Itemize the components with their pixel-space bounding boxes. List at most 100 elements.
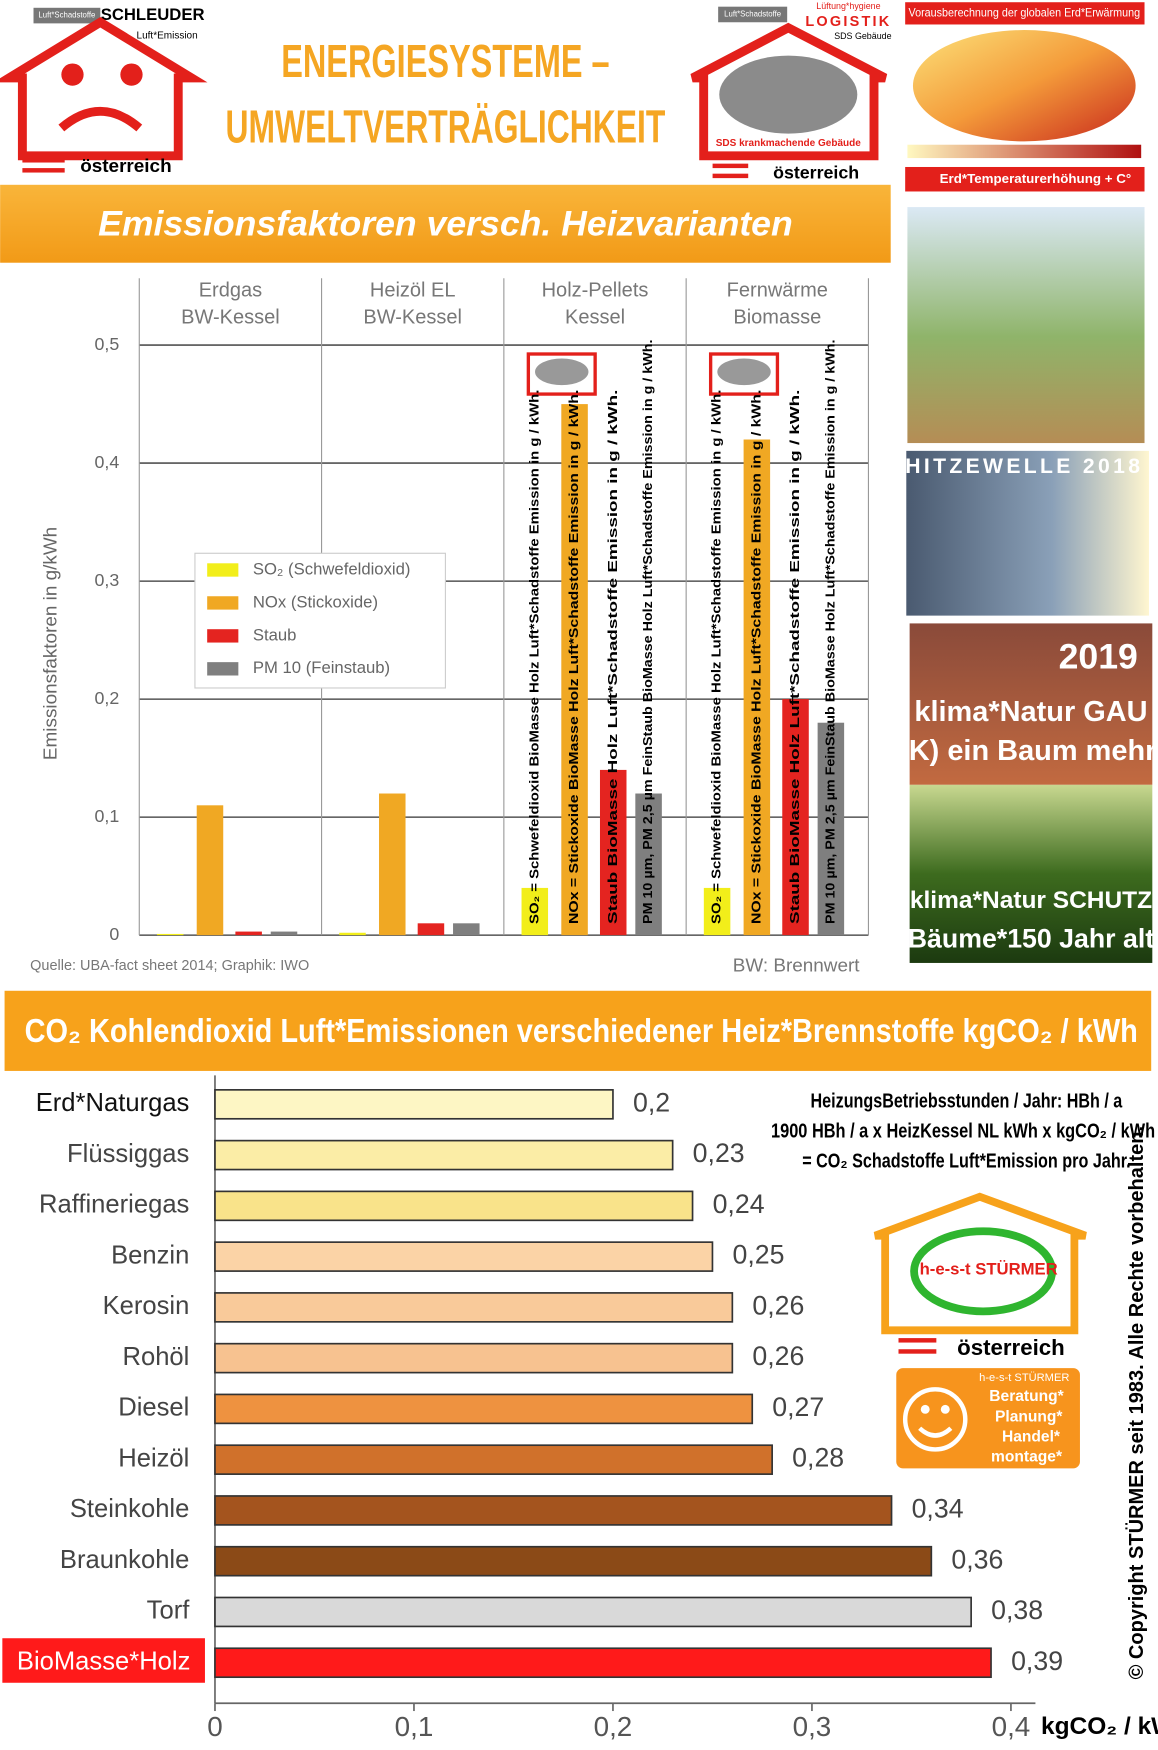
- category-label: Torf: [147, 1597, 191, 1625]
- bar-note: PM 10 µm, PM 2,5 µm FeinStaub BioMasse H…: [640, 340, 655, 924]
- logo-flag: [898, 1349, 937, 1354]
- value-label: 0,26: [752, 1290, 804, 1320]
- bar: [635, 793, 662, 936]
- bar: [214, 1596, 972, 1628]
- value-label: 0,27: [772, 1392, 824, 1422]
- value-label: 0,28: [792, 1443, 844, 1473]
- mini-logo-cloud: [535, 358, 589, 386]
- y-axis-label: Emissionsfaktoren in g/kWh: [40, 527, 61, 760]
- title-line: ENERGIESYSTEME –: [281, 35, 609, 87]
- x-tick-label: 0,3: [793, 1711, 832, 1742]
- value-label: 0,39: [1011, 1646, 1063, 1676]
- logo-house: [0, 17, 208, 161]
- x-tick-label: 0: [207, 1711, 222, 1742]
- heat-image: [906, 450, 1149, 616]
- logo-top: Lüftung*hygiene: [816, 1, 880, 11]
- bar: [417, 923, 445, 936]
- legend-label: Staub: [253, 625, 297, 644]
- bar: [214, 1190, 694, 1222]
- y-tick-label: 0,5: [94, 334, 119, 354]
- logo-middle: Luft*Schadstoffe Lüftung*hygiene LOGISTI…: [690, 1, 892, 182]
- formula-note: = CO₂ Schadstoffe Luft*Emission pro Jahr…: [802, 1151, 1130, 1173]
- logo-name: LOGISTIK: [805, 14, 891, 30]
- note: BW: Brennwert: [733, 955, 861, 976]
- bar: [339, 932, 366, 936]
- bar: [453, 923, 480, 936]
- logo-sub: SDS Gebäude: [834, 31, 891, 41]
- value-label: 0,23: [693, 1138, 745, 1168]
- bar: [196, 805, 224, 936]
- bar-note: SO₂ = Schwefeldioxid BioMasse Holz Luft*…: [526, 390, 541, 924]
- y-tick-label: 0,3: [94, 570, 119, 590]
- value-label: 0,38: [991, 1595, 1043, 1625]
- logo-country: österreich: [957, 1335, 1065, 1360]
- side-panels: Vorausberechnung der globalen Erd*Erwärm…: [899, 2, 1158, 963]
- title-line: UMWELTVERTRÄGLICHKEIT: [226, 101, 666, 153]
- legend-label: PM 10 (Feinstaub): [253, 658, 390, 677]
- category-label: Holz-Pellets Kessel: [542, 280, 649, 329]
- category-label: Rohöl: [122, 1343, 189, 1371]
- category-label: Erd*Naturgas: [36, 1089, 190, 1117]
- formula-note: 1900 HBh / a x HeizKessel NL kWh x kgCO₂…: [771, 1120, 1155, 1142]
- logo-eye: [61, 63, 84, 86]
- bar: [214, 1292, 734, 1323]
- smiley-eye: [920, 1404, 930, 1414]
- map-title-bg: [905, 2, 1145, 25]
- forest-image: [909, 784, 1153, 963]
- x-tick-label: 0,1: [395, 1711, 434, 1742]
- logo-flag: [22, 168, 65, 173]
- legend-swatch: [207, 596, 239, 610]
- value-label: 0,24: [713, 1189, 765, 1219]
- bar: [214, 1139, 674, 1171]
- y-tick-label: 0,1: [94, 806, 119, 826]
- section-title: CO₂ Kohlendioxid Luft*Emissionen verschi…: [25, 1013, 1138, 1050]
- value-label: 0,25: [732, 1240, 784, 1270]
- mini-logo-cloud: [717, 358, 771, 386]
- heat-title: HITZEWELLE 2018: [905, 455, 1143, 478]
- bar: [270, 931, 298, 936]
- emission-chart: 0 0,1 0,2 0,3 0,4 0,5 Emissionsfaktoren in g/k…: [30, 278, 869, 976]
- service-box: [896, 1368, 1080, 1469]
- service: Planung*: [995, 1408, 1063, 1425]
- map-scale: [907, 144, 1142, 159]
- x-tick-label: 0,4: [992, 1711, 1031, 1742]
- bar: [561, 404, 588, 936]
- logo-tag: Luft*Schadstoffe: [38, 11, 95, 20]
- bar: [214, 1342, 734, 1374]
- bar: [214, 1393, 754, 1425]
- co2-chart: 0 0,1 0,2 0,3 0,4 kgCO₂ / kWh Erd*Naturgas 0,2 F…: [2, 1075, 1158, 1742]
- desert-image: [909, 623, 1153, 785]
- category-label: Raffineriegas: [39, 1191, 189, 1219]
- logo-eye: [120, 63, 143, 86]
- panel-line: klima*Natur SCHUTZ: [910, 887, 1152, 914]
- formula-note: HeizungsBetriebsstunden / Jahr: HBh / a: [811, 1090, 1123, 1112]
- category-label: BioMasse*Holz: [17, 1647, 191, 1675]
- logo-tag-bg: [33, 7, 101, 24]
- logo-tag-bg: [718, 6, 788, 23]
- bar: [214, 1647, 992, 1679]
- map: [912, 30, 1136, 142]
- logo-flag: [22, 158, 65, 163]
- logo-bottom: h-e-s-t STÜRMER österreich h-e-s-t STÜRM…: [873, 1192, 1087, 1469]
- bar: [743, 439, 771, 936]
- logo-country: österreich: [80, 156, 171, 177]
- logo-mouth: [58, 106, 143, 132]
- bar-note: NOx = Stickoxide BioMasse Holz Luft*Scha…: [748, 390, 763, 924]
- category-label: Flüssiggas: [67, 1140, 189, 1168]
- panel-line: (K) ein Baum mehr.: [899, 735, 1158, 767]
- logo-ring: [910, 1227, 1057, 1316]
- source: Quelle: UBA-fact sheet 2014; Graphik: IW…: [30, 958, 309, 974]
- map-caption: Erd*Temperaturerhöhung + C°: [940, 171, 1132, 186]
- bar-note: NOx = Stickoxide BioMasse Holz Luft*Scha…: [566, 390, 581, 924]
- value-label: 0,2: [633, 1087, 670, 1117]
- bar-note: Staub BioMasse Holz Luft*Schadstoffe Emi…: [787, 390, 802, 924]
- y-tick-label: 0: [109, 924, 119, 944]
- section-title-bg: [4, 990, 1152, 1071]
- panel-line: klima*Natur GAU: [914, 696, 1147, 728]
- category-label: Benzin: [111, 1241, 189, 1269]
- smiley: [902, 1387, 968, 1452]
- highlight-label-bg: [2, 1638, 205, 1683]
- service: Handel*: [1002, 1428, 1061, 1445]
- legend-swatch: [207, 629, 239, 643]
